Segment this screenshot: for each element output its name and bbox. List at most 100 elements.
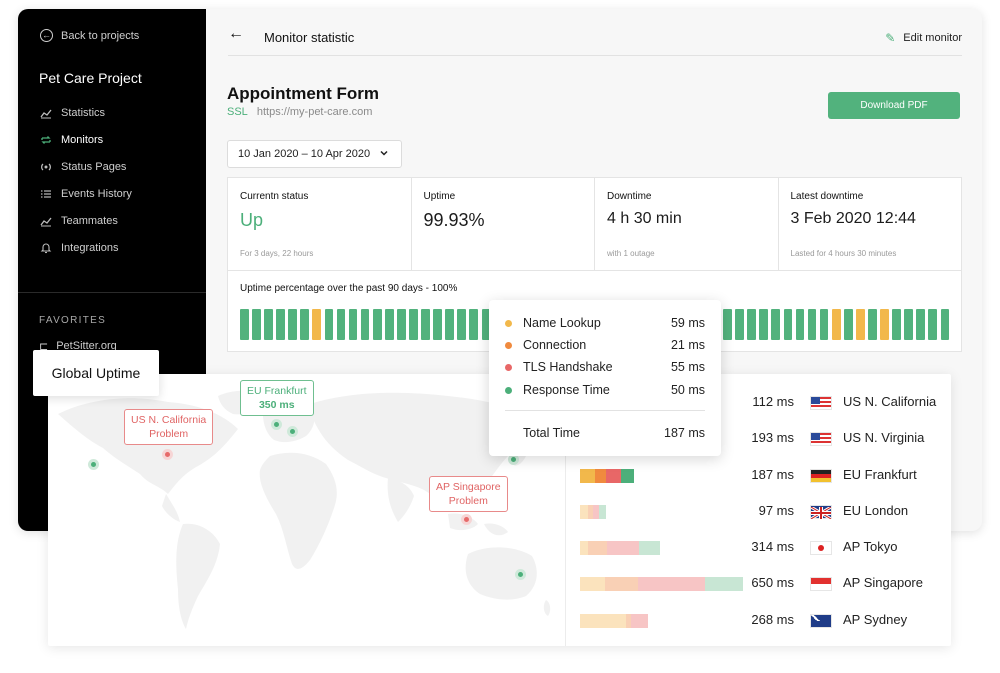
uptime-day-bar[interactable] [892,309,901,340]
uptime-day-bar[interactable] [336,309,346,340]
uptime-day-bar[interactable] [771,309,781,340]
uptime-day-bar[interactable] [240,309,249,340]
uptime-day-bar[interactable] [795,309,805,340]
stat-note: For 3 days, 22 hours [240,249,314,258]
uptime-day-bar[interactable] [288,309,297,340]
uptime-day-bar[interactable] [445,309,455,340]
uptime-day-bar[interactable] [868,309,877,340]
location-pin-icon[interactable] [515,569,526,580]
uptime-day-bar[interactable] [831,309,841,340]
callout-value: 350 ms [258,399,295,411]
timing-segment [580,541,588,556]
stat-label: Uptime [423,191,456,202]
uptime-day-bar[interactable] [360,309,370,340]
back-arrow-icon: ← [40,29,53,42]
uptime-day-bar[interactable] [759,309,769,340]
stat-note: with 1 outage [607,249,655,258]
location-pin-icon[interactable] [287,426,298,437]
uptime-day-bar[interactable] [409,309,418,340]
timing-segment [580,504,588,519]
region-row[interactable]: 112 ms US N. California [580,384,940,420]
uptime-day-bar[interactable] [723,309,732,340]
location-pin-icon[interactable] [162,449,173,460]
timing-tooltip: Name Lookup 59 ms Connection 21 ms TLS H… [489,300,721,456]
sidebar-item-integrations[interactable]: Integrations [40,234,132,261]
uptime-day-bar[interactable] [252,309,261,340]
sidebar-item-monitors[interactable]: Monitors [40,126,132,153]
timing-segment [588,541,607,556]
tooltip-row: Connection 21 ms [505,335,705,355]
favorite-item[interactable]: ⊏ PetSitter.org [39,340,117,353]
uptime-day-bar[interactable] [940,309,950,340]
stat-current-status: Currentn status Up For 3 days, 22 hours [228,178,412,270]
uptime-day-bar[interactable] [880,309,889,340]
uptime-day-bar[interactable] [735,309,744,340]
uptime-day-bar[interactable] [264,309,273,340]
uptime-day-bar[interactable] [457,309,467,340]
sidebar-item-teammates[interactable]: Teammates [40,207,132,234]
timing-segment [626,613,631,628]
back-arrow-icon[interactable]: ← [228,25,244,42]
ssl-badge: SSL [227,106,248,118]
callout-status: 350 ms [247,398,307,412]
uptime-day-bar[interactable] [807,309,817,340]
region-row[interactable]: 314 ms AP Tokyo [580,529,940,565]
region-row[interactable]: 193 ms US N. Virginia [580,420,940,456]
uptime-day-bar[interactable] [433,309,442,340]
uptime-day-bar[interactable] [421,309,430,340]
uptime-day-bar[interactable] [312,309,322,340]
timing-segment [638,577,705,592]
uptime-day-bar[interactable] [904,309,913,340]
timing-bar [580,541,660,556]
location-pin-icon[interactable] [508,454,519,465]
region-ms: 112 ms [752,394,794,409]
region-row[interactable]: 187 ms EU Frankfurt [580,457,940,493]
edit-label: Edit monitor [903,32,962,44]
timing-segment [588,504,593,519]
timing-segment [599,504,606,519]
region-ms: 650 ms [751,575,794,591]
uptime-day-bar[interactable] [928,309,938,340]
uptime-day-bar[interactable] [747,309,756,340]
uptime-day-bar[interactable] [843,309,853,340]
region-row[interactable]: 268 ms AP Sydney [580,602,940,638]
uptime-day-bar[interactable] [300,309,310,340]
uptime-day-bar[interactable] [916,309,926,340]
sidebar-item-label: Monitors [61,133,104,146]
uptime-day-bar[interactable] [372,309,382,340]
sidebar-item-statistics[interactable]: Statistics [40,99,132,126]
page-title: Monitor statistic [264,30,355,45]
region-row[interactable]: 97 ms EU London [580,493,940,529]
uptime-day-bar[interactable] [384,309,394,340]
uptime-day-bar[interactable] [348,309,358,340]
region-row[interactable]: 650 ms AP Singapore [580,565,940,601]
uptime-day-bar[interactable] [783,309,793,340]
uptime-day-bar[interactable] [481,309,491,340]
location-pin-icon[interactable] [88,459,99,470]
tooltip-divider [505,410,705,411]
region-name: AP Singapore [843,575,923,591]
sidebar-item-events-history[interactable]: Events History [40,180,132,207]
edit-monitor-button[interactable]: ✎ Edit monitor [885,31,962,45]
stat-value: 4 h 30 min [607,210,682,227]
world-map: US N. California Problem EU Frankfurt 35… [48,374,565,646]
location-pin-icon[interactable] [461,514,472,525]
uptime-day-bar[interactable] [469,309,479,340]
back-label: Back to projects [61,29,140,42]
uptime-day-bar[interactable] [276,309,285,340]
bell-icon [40,242,52,254]
uptime-day-bar[interactable] [819,309,829,340]
uptime-day-bar[interactable] [324,309,334,340]
location-pin-icon[interactable] [271,419,282,430]
sidebar-item-label: Teammates [61,214,118,227]
download-pdf-button[interactable]: Download PDF [828,92,960,119]
monitor-url[interactable]: https://my-pet-care.com [256,106,373,118]
uptime-day-bar[interactable] [855,309,865,340]
sg-flag-icon [810,577,832,592]
date-range-select[interactable]: 10 Jan 2020 – 10 Apr 2020 [227,140,402,168]
back-to-projects-link[interactable]: ← Back to projects [40,29,139,42]
monitor-subtitle: SSL https://my-pet-care.com [227,106,372,118]
uptime-day-bar[interactable] [397,309,406,340]
sidebar-item-status-pages[interactable]: Status Pages [40,153,132,180]
